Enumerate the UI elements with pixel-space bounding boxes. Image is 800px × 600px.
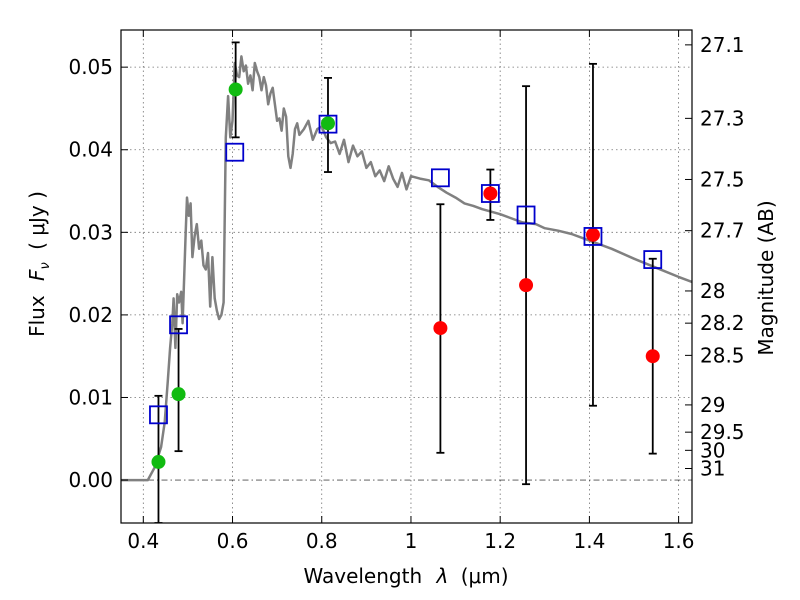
x-tick-label: 1.4 [573, 529, 605, 553]
red-data-point [585, 227, 600, 242]
mag-tick-label: 27.1 [700, 33, 745, 57]
red-data-point [645, 349, 660, 364]
mag-tick-label: 29 [700, 393, 725, 417]
x-tick-label: 0.8 [306, 529, 338, 553]
x-tick-label: 1 [405, 529, 418, 553]
model-band-square [225, 142, 245, 162]
model-band-square [583, 227, 603, 246]
mag-tick-label: 29.5 [700, 420, 745, 444]
x-tick-label: 0.6 [217, 529, 249, 553]
plot-frame [120, 29, 693, 524]
red-data-point [433, 321, 448, 336]
mag-tick-label: 31 [700, 456, 725, 480]
mag-tick-label: 27.3 [700, 106, 745, 130]
red-data-point [519, 278, 534, 293]
model-band-square [480, 184, 500, 203]
model-band-square [516, 205, 536, 225]
green-data-point [151, 454, 166, 469]
x-tick-label: 1.6 [663, 529, 695, 553]
plot-area [121, 30, 692, 523]
y-tick-label: 0.03 [68, 220, 113, 244]
green-data-point [228, 82, 243, 97]
mag-tick-label: 27.5 [700, 167, 745, 191]
x-tick-label: 1.2 [484, 529, 516, 553]
y-tick-label: 0.02 [68, 303, 113, 327]
mag-tick-label: 28 [700, 279, 725, 303]
model-band-square [431, 168, 450, 188]
y-tick-label: 0.00 [68, 468, 113, 492]
model-band-square [149, 405, 168, 425]
mag-tick-label: 30 [700, 438, 725, 462]
mag-tick-label: 28.5 [700, 343, 745, 367]
y-tick-label: 0.01 [68, 385, 113, 409]
red-data-point [483, 186, 498, 201]
green-data-point [320, 116, 335, 131]
y2-axis-title: Magnitude (AB) [754, 200, 778, 355]
mag-tick-label: 28.2 [700, 311, 745, 335]
y-tick-label: 0.04 [68, 138, 113, 162]
y-tick-label: 0.05 [68, 55, 113, 79]
model-band-square [318, 114, 338, 134]
model-band-square [169, 315, 188, 335]
green-data-point [171, 387, 186, 402]
x-axis-title: Wavelength λ (μm) [303, 564, 508, 588]
model-band-square [643, 250, 663, 269]
x-tick-label: 0.4 [127, 529, 159, 553]
y-axis-title: Flux Fν ( μJy ) [25, 191, 54, 337]
mag-tick-label: 27.7 [700, 219, 745, 243]
